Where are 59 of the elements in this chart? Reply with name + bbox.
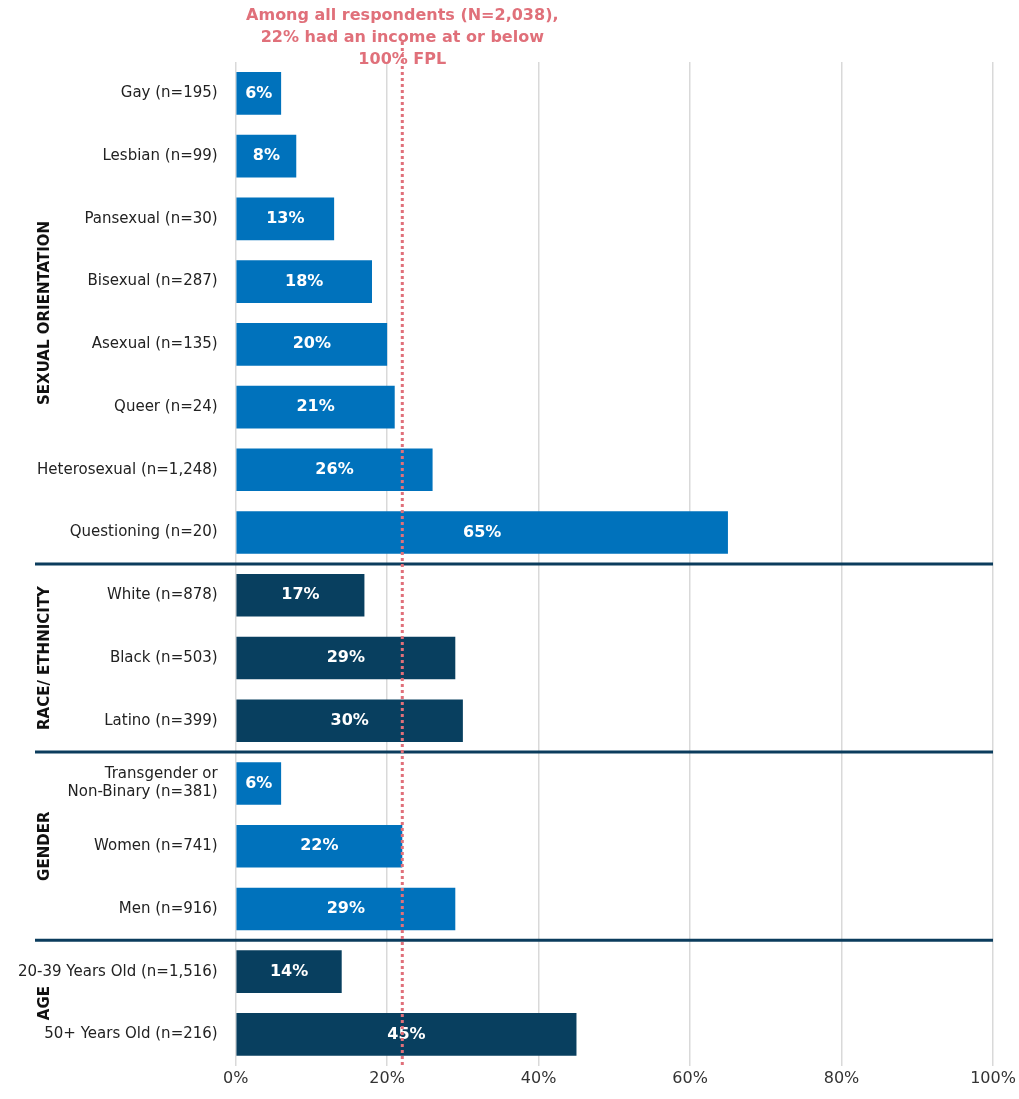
bar: [236, 887, 456, 931]
x-tick-label: 100%: [970, 1067, 1016, 1087]
y-tick-label: Men (n=916): [118, 898, 218, 917]
y-tick-label: Questioning (n=20): [69, 522, 218, 541]
text: AGE: [34, 985, 53, 1021]
data-label: 30%: [330, 709, 369, 729]
y-tick-label: Women (n=741): [94, 836, 218, 855]
bar: [236, 636, 456, 680]
bar: [236, 448, 433, 492]
y-tick-label: Queer (n=24): [114, 396, 218, 415]
data-label: 22%: [300, 835, 339, 855]
y-tick-label: Asexual (n=135): [91, 334, 218, 353]
text: SEXUAL ORIENTATION: [34, 220, 53, 405]
bar: [236, 573, 365, 617]
bar: [236, 950, 342, 994]
y-tick-label: Gay (n=195): [120, 83, 218, 102]
data-label: 20%: [292, 333, 331, 353]
data-label: 21%: [296, 396, 335, 416]
y-tick-label: 20-39 Years Old (n=1,516): [17, 961, 218, 980]
y-tick-label: Lesbian (n=99): [102, 146, 218, 164]
data-label: 29%: [326, 647, 366, 667]
y-tick-label: Transgender or Non-Binary (n=381): [67, 764, 219, 801]
x-tick-label: 0%: [222, 1067, 249, 1087]
data-label: 6%: [245, 772, 273, 792]
ref-line-label: Among all respondents (N=2,038), 22% had an income at or below 100% FPL: [246, 5, 559, 69]
y-tick-label: Latino (n=399): [104, 710, 218, 729]
bar: [236, 134, 297, 178]
x-tick-label: 80%: [823, 1067, 860, 1087]
text: GENDER: [34, 811, 53, 881]
x-tick-label: 40%: [520, 1067, 557, 1087]
data-label: 18%: [285, 270, 324, 290]
y-tick-label: Pansexual (n=30): [84, 208, 218, 227]
data-label: 14%: [269, 960, 309, 980]
y-tick-label: White (n=878): [106, 585, 218, 604]
y-tick-label: Heterosexual (n=1,248): [37, 459, 218, 478]
bar: [236, 511, 728, 554]
bar: [236, 699, 463, 743]
y-tick-label: 50+ Years Old (n=216): [44, 1024, 218, 1043]
bar: [236, 322, 388, 366]
x-tick-label: 60%: [672, 1067, 708, 1087]
data-label: 8%: [252, 145, 280, 165]
bar: [236, 824, 403, 868]
bar: [236, 385, 395, 429]
y-tick-label: Bisexual (n=287): [87, 271, 218, 290]
data-label: 65%: [463, 521, 502, 541]
data-label: 6%: [245, 82, 273, 102]
data-label: 17%: [281, 584, 320, 604]
data-label: 26%: [315, 458, 354, 478]
data-label: 13%: [266, 208, 305, 227]
text: RACE/ ETHNICITY: [34, 584, 53, 730]
bar: [236, 1013, 577, 1056]
bar: [236, 72, 282, 115]
bar: [236, 197, 335, 241]
bar: [236, 260, 372, 303]
y-tick-label: Black (n=503): [109, 647, 218, 666]
bar: [236, 762, 282, 805]
x-tick-label: 20%: [369, 1067, 405, 1087]
data-label: 29%: [326, 898, 366, 918]
data-label: 45%: [387, 1023, 426, 1043]
